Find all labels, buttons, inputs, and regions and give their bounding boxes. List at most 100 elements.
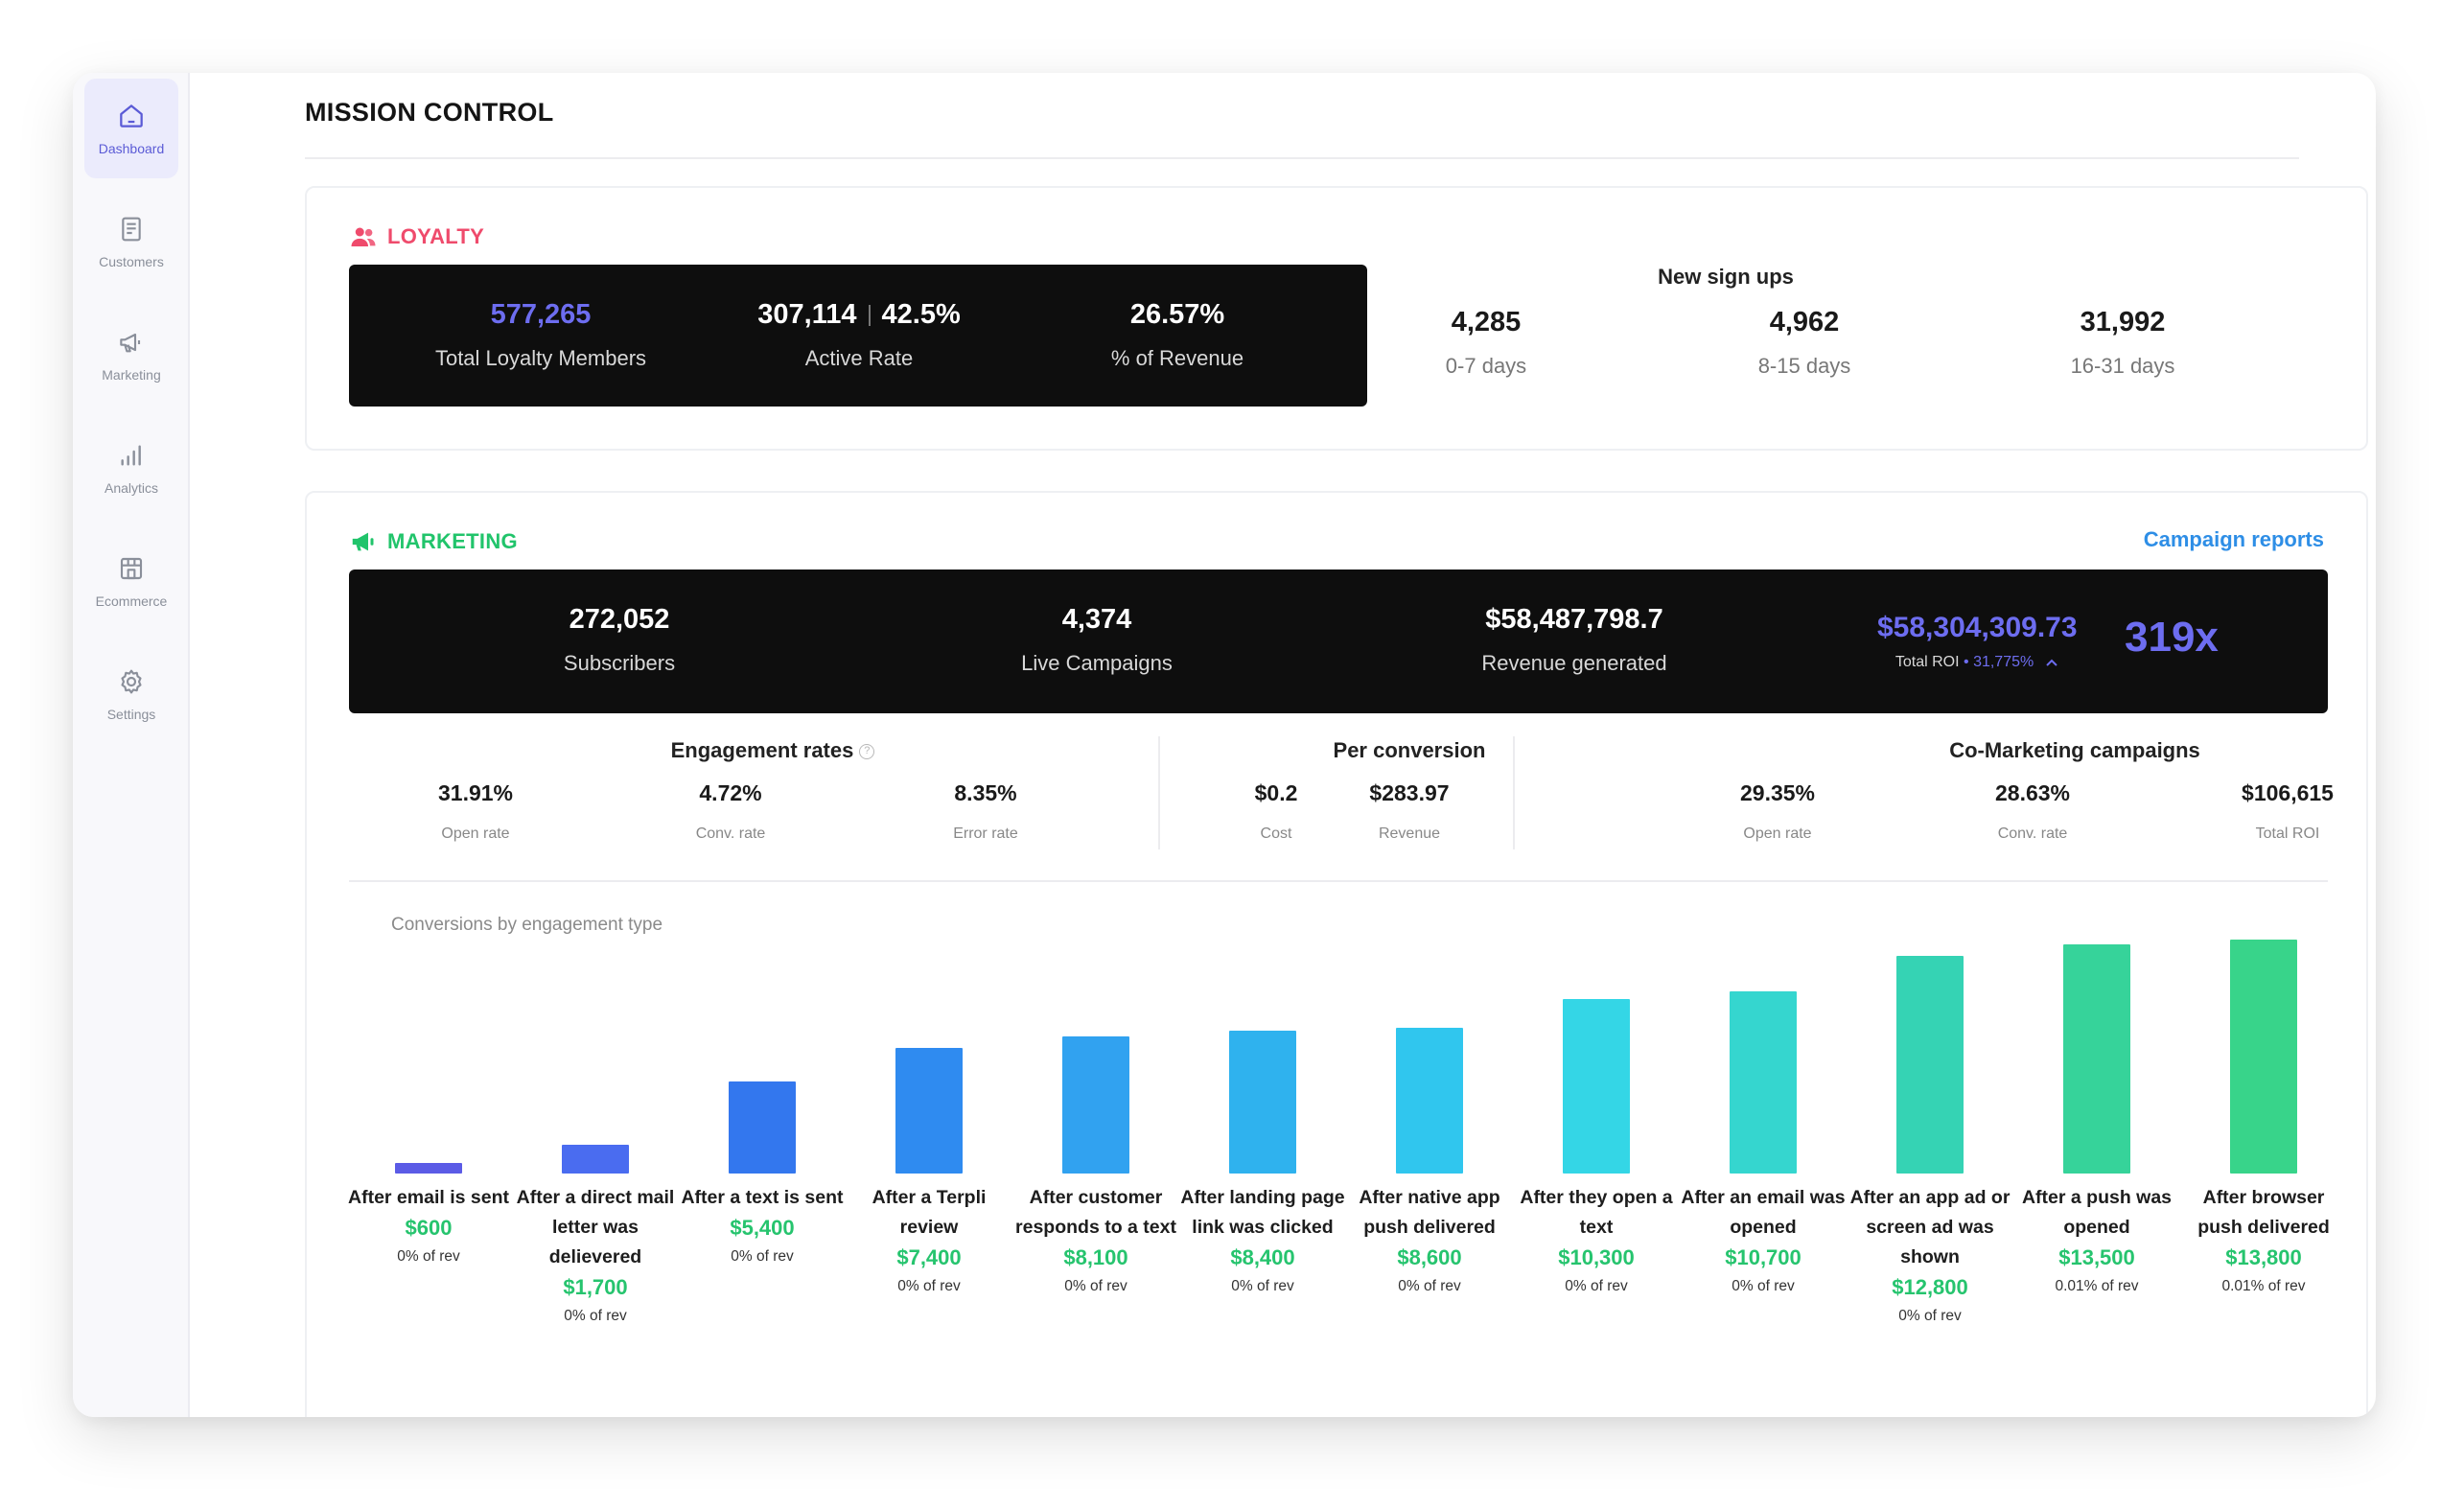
main-content: MISSION CONTROL LOYALTY 577,265 Total Lo… [190, 73, 2376, 1417]
metric-label: Conv. rate [695, 825, 766, 842]
revenue-generated-label: Revenue generated [1481, 651, 1667, 675]
category-label: After browser push delivered $13,800 0.01%… [2180, 1183, 2347, 1301]
data-label-rev-share: 0% of rev [731, 1248, 794, 1265]
gear-icon [121, 669, 142, 694]
subscribers: 272,052 Subscribers [466, 604, 773, 676]
marketing-card: MARKETING Campaign reports 272,052 Subsc… [305, 491, 2368, 1417]
sidebar-item-analytics[interactable]: Analytics [84, 418, 178, 518]
subscribers-label: Subscribers [563, 651, 676, 675]
per-conversion-revenue: $283.97 Revenue [1333, 780, 1486, 843]
megaphone-icon [120, 333, 141, 353]
data-label-value: $8,400 [1230, 1245, 1295, 1269]
sidebar-item-settings[interactable]: Settings [84, 644, 178, 744]
sidebar-item-label: Marketing [102, 367, 161, 383]
signup-0-7-days: 4,285 0-7 days [1361, 307, 1611, 379]
signup-label: 0-7 days [1445, 354, 1527, 378]
chart-bar[interactable] [1896, 956, 1964, 1174]
data-label-rev-share: 0% of rev [564, 1308, 627, 1324]
category-name: After landing page link was clicked [1180, 1187, 1345, 1238]
data-label-rev-share: 0% of rev [897, 1278, 961, 1294]
loyalty-heading-text: LOYALTY [387, 224, 485, 248]
data-label-value: $1,700 [563, 1275, 628, 1299]
category-label: After a Terpli review $7,400 0% of rev [846, 1183, 1012, 1301]
chart-bar[interactable] [2230, 939, 2297, 1174]
revenue-share: 26.57% % of Revenue [1024, 299, 1331, 371]
loyalty-summary-box: 577,265 Total Loyalty Members 307,114 42.… [349, 265, 1367, 407]
chart-bar[interactable] [1563, 998, 1630, 1174]
chart-bar[interactable] [895, 1047, 963, 1174]
category-name: After email is sent [348, 1187, 509, 1208]
engagement-open-rate: 31.91% Open rate [380, 780, 571, 843]
co-marketing-conv-rate: 28.63% Conv. rate [1937, 780, 2128, 843]
category-name: After customer responds to a text [1015, 1187, 1176, 1238]
revenue-share-label: % of Revenue [1110, 346, 1244, 370]
sidebar-item-marketing[interactable]: Marketing [84, 305, 178, 405]
data-label-rev-share: 0% of rev [1898, 1308, 1962, 1324]
metrics-divider [1158, 736, 1160, 849]
data-label-rev-share: 0.01% of rev [2221, 1278, 2306, 1294]
roi-multiplier: 319x [2125, 614, 2219, 661]
signup-8-15-days: 4,962 8-15 days [1680, 307, 1929, 379]
metric-value: $0.2 [1254, 780, 1298, 805]
category-label: After customer responds to a text $8,100 0… [1012, 1183, 1179, 1301]
total-roi-label: Total ROI [1894, 654, 1960, 670]
sidebar-item-ecommerce[interactable]: Ecommerce [84, 531, 178, 631]
sidebar-item-label: Customers [99, 254, 164, 269]
marketing-heading: MARKETING [349, 527, 518, 556]
chart-bar[interactable] [1730, 991, 1797, 1174]
live-campaigns-value: 4,374 [1061, 604, 1132, 635]
engagement-rates-title-text: Engagement rates [670, 738, 854, 762]
title-divider [305, 157, 2299, 159]
metric-value: $106,615 [2242, 780, 2334, 805]
data-label-value: $7,400 [896, 1245, 962, 1269]
live-campaigns-label: Live Campaigns [1021, 651, 1173, 675]
loyalty-heading: LOYALTY [349, 222, 484, 251]
data-label-value: $13,500 [2058, 1245, 2135, 1269]
category-label: After a push was opened $13,500 0.01% of r… [2013, 1183, 2180, 1301]
category-label: After an email was opened $10,700 0% of re… [1680, 1183, 1847, 1301]
revenue-generated: $58,487,798.7 Revenue generated [1421, 604, 1728, 676]
metric-value: 4.72% [699, 780, 762, 805]
chart-bar[interactable] [562, 1144, 629, 1174]
metric-value: 8.35% [954, 780, 1017, 805]
chart-bar[interactable] [1229, 1031, 1296, 1174]
category-name: After a push was opened [2021, 1187, 2173, 1238]
chart-bar[interactable] [1062, 1035, 1129, 1174]
engagement-error-rate: 8.35% Error rate [890, 780, 1081, 843]
signup-label: 16-31 days [2070, 354, 2175, 378]
metric-value: $283.97 [1369, 780, 1450, 805]
total-roi: $58,304,309.73 Total ROI • 31,775% [1877, 612, 2078, 671]
chart-bar[interactable] [395, 1163, 462, 1174]
sidebar-item-dashboard[interactable]: Dashboard [84, 79, 178, 178]
data-label-value: $12,800 [1892, 1275, 1968, 1299]
metric-label: Open rate [441, 825, 510, 842]
home-icon [120, 105, 143, 128]
category-name: After a Terpli review [872, 1187, 987, 1238]
category-label: After landing page link was clicked $8,40… [1179, 1183, 1346, 1301]
metric-label: Open rate [1743, 825, 1812, 842]
metric-label: Cost [1260, 825, 1292, 842]
sidebar-item-customers[interactable]: Customers [84, 192, 178, 291]
section-divider [349, 880, 2328, 882]
chart-bar[interactable] [729, 1081, 796, 1174]
sidebar-item-label: Settings [106, 707, 156, 722]
campaign-reports-link[interactable]: Campaign reports [2143, 527, 2324, 551]
chart-bar[interactable] [2063, 943, 2130, 1174]
data-label-rev-share: 0.01% of rev [2055, 1278, 2139, 1294]
co-marketing-title: Co-Marketing campaigns [1949, 738, 2200, 762]
metric-value: 28.63% [1994, 780, 2070, 805]
bar-chart-icon [121, 445, 141, 466]
category-label: After a text is sent $5,400 0% of rev [679, 1183, 846, 1271]
chart-bar[interactable] [1396, 1027, 1463, 1174]
sidebar-item-label: Dashboard [98, 141, 165, 156]
sidebar-item-label: Analytics [104, 480, 159, 496]
page-title: MISSION CONTROL [305, 98, 554, 127]
signup-16-31-days: 31,992 16-31 days [1998, 307, 2247, 379]
metric-label: Total ROI [2255, 825, 2320, 842]
total-roi-percent: 31,775% [1973, 654, 2034, 670]
category-name: After a text is sent [681, 1187, 844, 1208]
info-icon[interactable]: ? [859, 744, 875, 760]
active-rate: 307,114 42.5% Active Rate [706, 299, 1012, 371]
sidebar-item-label: Ecommerce [95, 593, 168, 609]
category-label: After email is sent $600 0% of rev [345, 1183, 512, 1271]
